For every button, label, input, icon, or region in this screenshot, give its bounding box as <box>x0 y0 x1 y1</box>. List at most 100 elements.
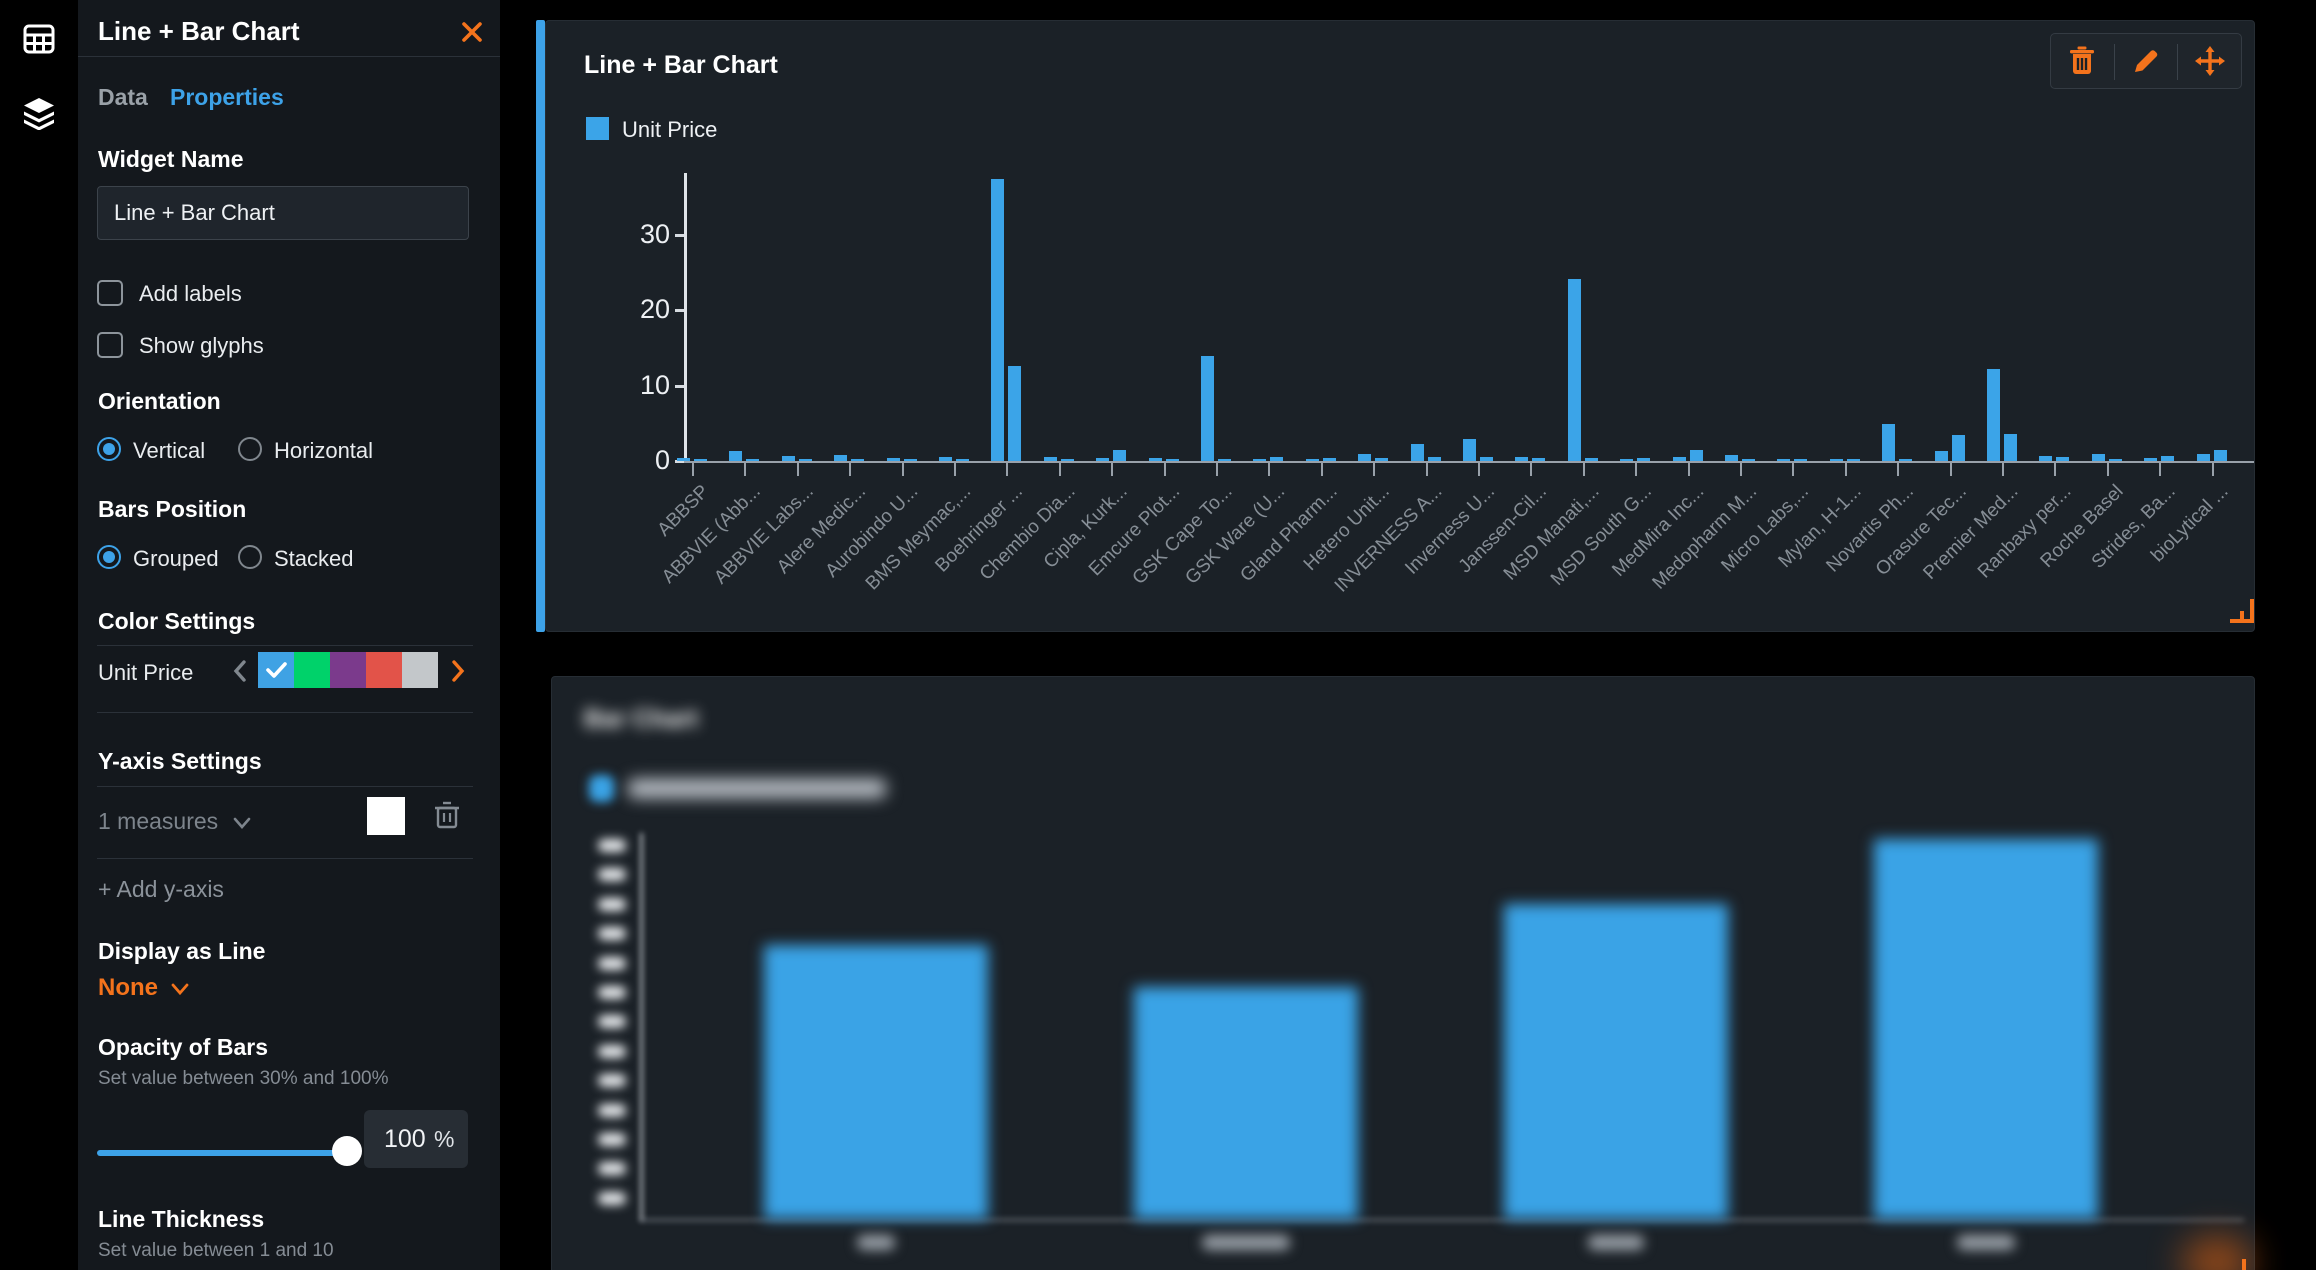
bar[interactable] <box>903 459 917 461</box>
opacity-slider-track[interactable] <box>97 1150 359 1156</box>
bar[interactable] <box>1672 456 1686 461</box>
display-as-line-dropdown[interactable]: None <box>98 974 189 1002</box>
resize-handle-icon[interactable] <box>2216 1253 2246 1270</box>
show-glyphs-checkbox[interactable] <box>97 332 123 358</box>
bar[interactable] <box>851 459 865 461</box>
bar-blurred[interactable] <box>1504 903 1728 1219</box>
bar[interactable] <box>1270 457 1284 461</box>
widget-name-input[interactable] <box>97 186 469 240</box>
bar[interactable] <box>1201 355 1214 461</box>
bar[interactable] <box>1725 454 1738 461</box>
bar[interactable] <box>798 459 812 461</box>
bar[interactable] <box>1305 459 1319 461</box>
close-icon[interactable] <box>460 20 484 44</box>
color-swatch[interactable] <box>294 652 330 688</box>
bar[interactable] <box>1253 459 1267 461</box>
bar[interactable] <box>1008 366 1022 461</box>
bar[interactable] <box>1322 457 1336 461</box>
bar[interactable] <box>1637 458 1651 461</box>
bar[interactable] <box>1043 457 1057 461</box>
layers-icon[interactable] <box>22 96 56 131</box>
color-swatch[interactable] <box>366 652 402 688</box>
color-swatch[interactable] <box>258 652 294 688</box>
bar[interactable] <box>1987 369 2000 461</box>
color-swatch[interactable] <box>330 652 366 688</box>
bars-position-grouped-radio[interactable] <box>97 545 121 569</box>
line-bar-chart-widget[interactable]: Line + Bar Chart Unit Price <box>545 20 2255 632</box>
bar-blurred[interactable] <box>764 945 988 1219</box>
bar[interactable] <box>1480 457 1493 461</box>
bar[interactable] <box>1165 459 1179 461</box>
bar[interactable] <box>1934 451 1948 461</box>
add-labels-checkbox[interactable] <box>97 280 123 306</box>
bar[interactable] <box>746 459 760 461</box>
bar[interactable] <box>1829 459 1843 461</box>
bar[interactable] <box>886 457 900 461</box>
bar-blurred[interactable] <box>1874 839 2098 1219</box>
grid-icon[interactable] <box>22 22 56 56</box>
trash-icon[interactable] <box>2051 34 2114 88</box>
bar[interactable] <box>694 459 707 461</box>
add-y-axis-button[interactable]: + Add y-axis <box>98 876 224 902</box>
bar[interactable] <box>2108 458 2122 461</box>
pencil-icon[interactable] <box>2115 34 2178 88</box>
bar[interactable] <box>1742 459 1755 461</box>
bars-position-stacked-radio[interactable] <box>238 545 262 569</box>
bar[interactable] <box>991 178 1005 461</box>
move-icon[interactable] <box>2178 34 2241 88</box>
orientation-vertical-radio[interactable] <box>97 437 121 461</box>
bar[interactable] <box>1689 449 1703 461</box>
bar[interactable] <box>1567 278 1581 461</box>
bar[interactable] <box>1620 459 1634 461</box>
bar[interactable] <box>956 458 969 461</box>
bar[interactable] <box>1532 457 1546 461</box>
bar[interactable] <box>1846 459 1860 461</box>
bar[interactable] <box>2091 454 2105 461</box>
bar[interactable] <box>2213 449 2227 461</box>
opacity-slider-thumb[interactable] <box>332 1136 362 1166</box>
bar[interactable] <box>1148 458 1162 461</box>
bar[interactable] <box>2144 457 2158 461</box>
bar[interactable] <box>1410 444 1424 461</box>
bar[interactable] <box>2056 456 2070 461</box>
bar-chart-widget[interactable]: Bar Chart <box>551 676 2255 1270</box>
tab-properties[interactable]: Properties <box>170 84 284 110</box>
bar[interactable] <box>2039 456 2053 461</box>
bar[interactable] <box>1463 439 1476 461</box>
bar[interactable] <box>1113 450 1127 461</box>
bar[interactable] <box>2196 454 2210 461</box>
bar[interactable] <box>834 454 848 461</box>
resize-handle-icon[interactable] <box>2224 593 2254 623</box>
bar[interactable] <box>677 458 690 461</box>
measure-color-swatch[interactable] <box>367 797 405 835</box>
bar[interactable] <box>2161 455 2175 461</box>
opacity-value-box[interactable]: 100 % <box>364 1110 468 1168</box>
bar[interactable] <box>1218 458 1231 461</box>
bar[interactable] <box>729 451 743 461</box>
bar[interactable] <box>1882 424 1896 461</box>
bar[interactable] <box>2004 433 2017 461</box>
bar[interactable] <box>1794 458 1808 461</box>
trash-icon[interactable] <box>433 800 461 835</box>
bar[interactable] <box>939 456 952 461</box>
bar[interactable] <box>1096 457 1110 461</box>
bar[interactable] <box>1777 459 1791 461</box>
tab-data[interactable]: Data <box>98 84 148 110</box>
bar[interactable] <box>1951 434 1965 461</box>
bar[interactable] <box>781 456 795 461</box>
bar[interactable] <box>1060 459 1074 461</box>
bar[interactable] <box>1584 457 1598 461</box>
bar[interactable] <box>1358 454 1372 461</box>
bar[interactable] <box>1899 459 1913 461</box>
color-series-label: Unit Price <box>98 660 194 685</box>
chevron-left-icon[interactable] <box>230 658 250 684</box>
orientation-horizontal-radio[interactable] <box>238 437 262 461</box>
color-swatch[interactable] <box>402 652 438 688</box>
bar[interactable] <box>1515 457 1529 461</box>
bar[interactable] <box>1427 456 1441 461</box>
bar[interactable] <box>1375 458 1389 461</box>
chevron-right-icon[interactable] <box>448 658 468 684</box>
measures-dropdown[interactable]: 1 measures <box>98 808 251 835</box>
legend-label[interactable]: Unit Price <box>622 117 718 142</box>
bar-blurred[interactable] <box>1134 987 1358 1219</box>
